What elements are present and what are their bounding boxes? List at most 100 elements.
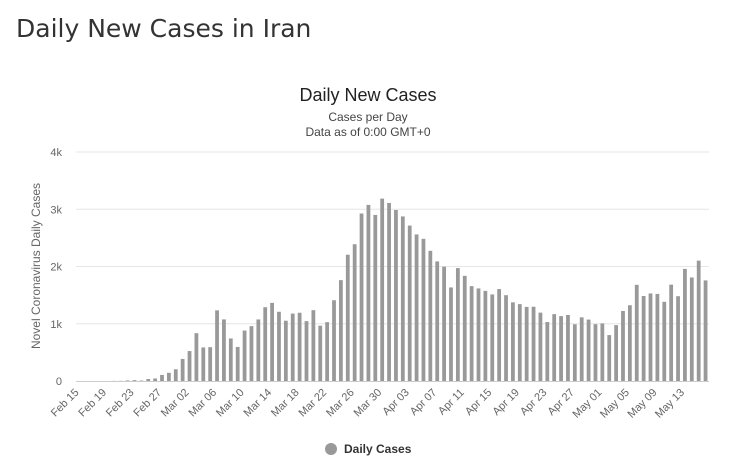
bar-may-13[interactable] xyxy=(683,268,687,381)
bar-feb-26[interactable] xyxy=(153,378,158,381)
bar-mar-13[interactable] xyxy=(263,307,268,381)
chart-title: Daily New Cases xyxy=(299,85,436,105)
bar-apr-23[interactable] xyxy=(545,322,550,381)
bar-apr-21[interactable] xyxy=(531,306,536,381)
bar-may-14[interactable] xyxy=(689,277,694,381)
bar-mar-22[interactable] xyxy=(325,322,330,381)
bar-may-07[interactable] xyxy=(641,295,646,381)
bar-mar-04[interactable] xyxy=(201,347,206,381)
bar-may-06[interactable] xyxy=(634,284,639,381)
bar-apr-01[interactable] xyxy=(394,209,398,381)
y-tick-label: 1k xyxy=(50,319,62,331)
bar-apr-09[interactable] xyxy=(449,287,453,381)
x-tick-label: Mar 06 xyxy=(186,387,219,420)
bar-apr-12[interactable] xyxy=(469,286,474,381)
legend[interactable]: Daily Cases xyxy=(325,442,412,456)
bar-mar-03[interactable] xyxy=(194,333,199,381)
bar-feb-25[interactable] xyxy=(146,379,151,381)
bar-may-15[interactable] xyxy=(696,260,701,381)
bar-mar-27[interactable] xyxy=(359,213,364,381)
bar-mar-10[interactable] xyxy=(242,330,247,381)
bar-may-16[interactable] xyxy=(703,280,708,381)
x-tick-label: Apr 03 xyxy=(380,387,411,418)
bar-may-02[interactable] xyxy=(607,335,612,381)
bar-may-11[interactable] xyxy=(669,284,674,381)
bar-apr-14[interactable] xyxy=(483,290,488,381)
bar-apr-08[interactable] xyxy=(442,266,446,381)
bar-may-03[interactable] xyxy=(614,325,618,381)
x-tick-label: Apr 11 xyxy=(436,387,467,418)
bar-apr-19[interactable] xyxy=(517,304,522,381)
bar-apr-03[interactable] xyxy=(407,225,412,381)
x-tick-label: Apr 23 xyxy=(518,387,549,418)
bar-may-12[interactable] xyxy=(676,296,680,381)
x-tick-label: Mar 18 xyxy=(269,387,302,420)
bar-mar-06[interactable] xyxy=(215,310,219,381)
bar-mar-30[interactable] xyxy=(380,198,385,381)
bar-may-09[interactable] xyxy=(655,293,660,381)
bar-feb-29[interactable] xyxy=(173,369,178,381)
bar-feb-27[interactable] xyxy=(160,374,164,381)
bar-apr-13[interactable] xyxy=(476,288,481,381)
bar-mar-12[interactable] xyxy=(256,319,261,381)
bar-mar-28[interactable] xyxy=(366,204,371,381)
y-tick-labels: 0 1k 2k 3k 4k xyxy=(50,147,62,388)
bar-mar-02[interactable] xyxy=(187,351,192,381)
bar-mar-14[interactable] xyxy=(270,302,274,381)
bar-mar-21[interactable] xyxy=(318,325,323,381)
bar-mar-20[interactable] xyxy=(311,310,316,381)
bar-apr-20[interactable] xyxy=(524,306,529,381)
bar-mar-26[interactable] xyxy=(352,244,357,381)
bar-mar-17[interactable] xyxy=(290,313,295,381)
bar-mar-23[interactable] xyxy=(332,300,336,381)
bar-mar-07[interactable] xyxy=(222,319,226,381)
x-tick-label: Apr 15 xyxy=(463,387,494,418)
bar-may-10[interactable] xyxy=(662,301,667,381)
x-tick-label: May 05 xyxy=(598,387,632,421)
bar-feb-23[interactable] xyxy=(132,380,137,381)
bar-may-04[interactable] xyxy=(621,310,625,381)
bar-apr-07[interactable] xyxy=(435,261,440,381)
bar-apr-05[interactable] xyxy=(421,238,426,381)
x-tick-label: Mar 30 xyxy=(352,387,385,420)
bar-mar-05[interactable] xyxy=(208,347,213,381)
bar-mar-09[interactable] xyxy=(235,346,240,381)
bar-mar-25[interactable] xyxy=(345,254,350,381)
bar-may-05[interactable] xyxy=(627,305,632,381)
bar-apr-22[interactable] xyxy=(538,312,543,381)
bar-apr-28[interactable] xyxy=(579,317,584,381)
bar-feb-22[interactable] xyxy=(125,380,130,381)
bar-apr-11[interactable] xyxy=(462,275,467,381)
bar-apr-10[interactable] xyxy=(455,268,460,381)
bar-mar-08[interactable] xyxy=(228,338,233,381)
bar-may-01[interactable] xyxy=(600,323,605,381)
legend-marker xyxy=(325,443,337,455)
bar-mar-24[interactable] xyxy=(339,280,343,381)
bar-apr-15[interactable] xyxy=(490,294,495,381)
bar-apr-18[interactable] xyxy=(511,302,515,381)
bar-mar-01[interactable] xyxy=(180,358,185,381)
bar-mar-19[interactable] xyxy=(304,321,309,381)
bar-apr-29[interactable] xyxy=(586,319,591,381)
bar-mar-31[interactable] xyxy=(387,202,391,381)
bar-apr-17[interactable] xyxy=(504,295,508,381)
bar-apr-06[interactable] xyxy=(428,250,433,381)
bar-may-08[interactable] xyxy=(648,293,653,381)
bar-mar-18[interactable] xyxy=(297,312,302,381)
bar-apr-30[interactable] xyxy=(593,324,598,381)
x-tick-label: Feb 27 xyxy=(131,387,164,420)
bar-apr-02[interactable] xyxy=(400,216,405,381)
bar-mar-29[interactable] xyxy=(373,214,378,381)
bar-mar-11[interactable] xyxy=(249,326,254,381)
y-tick-label: 4k xyxy=(50,147,62,159)
bar-apr-26[interactable] xyxy=(566,314,570,381)
bar-apr-27[interactable] xyxy=(572,324,577,381)
bar-mar-15[interactable] xyxy=(277,311,281,381)
bar-mar-16[interactable] xyxy=(283,320,288,381)
bar-apr-16[interactable] xyxy=(497,289,502,381)
bar-apr-24[interactable] xyxy=(552,314,557,381)
bar-apr-04[interactable] xyxy=(414,234,419,381)
bar-feb-28[interactable] xyxy=(166,372,171,381)
bar-apr-25[interactable] xyxy=(559,316,563,381)
